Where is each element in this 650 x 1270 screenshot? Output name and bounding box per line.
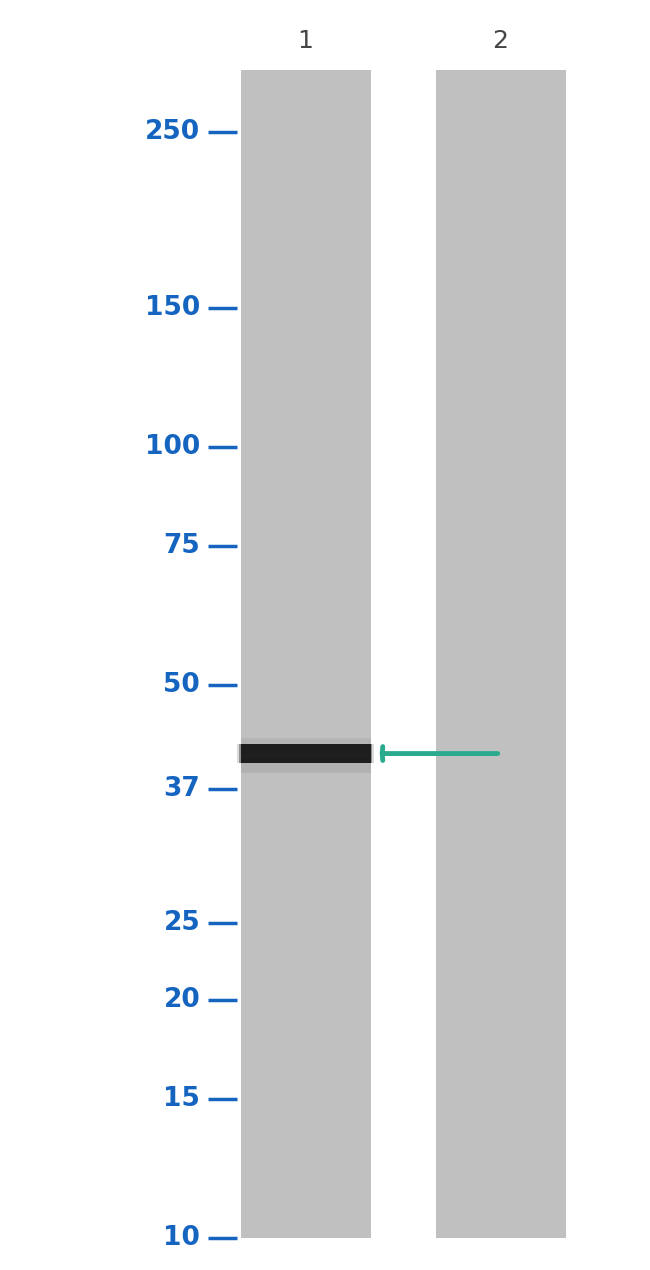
Text: 1: 1: [298, 29, 313, 52]
Bar: [240, 738, 370, 753]
Bar: [239, 744, 372, 763]
Text: 15: 15: [163, 1086, 200, 1113]
Text: 150: 150: [145, 295, 200, 321]
Text: 75: 75: [163, 533, 200, 559]
Text: 37: 37: [163, 776, 200, 801]
Text: 100: 100: [145, 434, 200, 460]
Bar: [237, 744, 374, 763]
Text: 25: 25: [163, 911, 200, 936]
Text: 250: 250: [145, 119, 200, 146]
Bar: [240, 70, 370, 1238]
Bar: [240, 758, 370, 773]
Text: 2: 2: [493, 29, 508, 52]
Text: 50: 50: [163, 672, 200, 699]
Bar: [436, 70, 566, 1238]
Text: 10: 10: [163, 1226, 200, 1251]
Text: 20: 20: [163, 987, 200, 1013]
Bar: [240, 744, 370, 763]
